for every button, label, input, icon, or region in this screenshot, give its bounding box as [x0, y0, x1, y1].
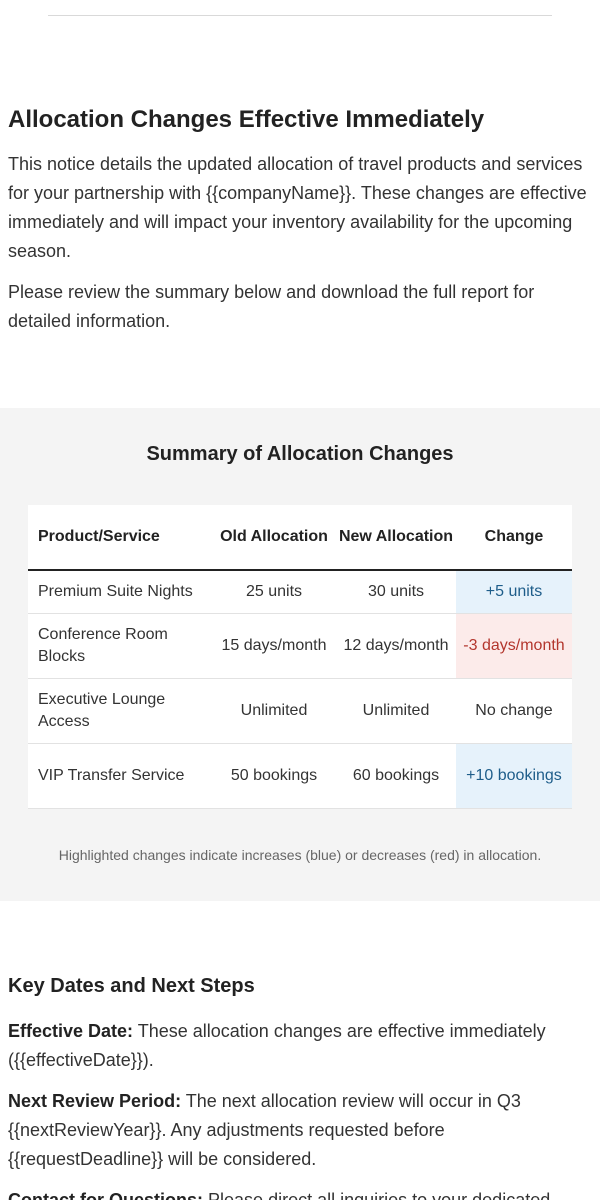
product-cell: Premium Suite Nights — [38, 583, 193, 600]
key-date-item: Effective Date: These allocation changes… — [8, 1017, 592, 1075]
product-cell: VIP Transfer Service — [38, 767, 185, 784]
product-cell: Executive Lounge Access — [38, 691, 166, 730]
table-row: Premium Suite Nights 25 units 30 units +… — [28, 571, 572, 614]
column-header-change: Change — [484, 528, 544, 545]
product-cell: Conference Room Blocks — [38, 626, 168, 665]
key-date-text: Please direct all inquiries to your dedi… — [208, 1190, 551, 1200]
change-cell: No change — [475, 702, 553, 719]
column-header-old-allocation: Old Allocation — [220, 528, 328, 545]
change-cell-increase: +10 bookings — [456, 744, 572, 808]
key-dates-heading: Key Dates and Next Steps — [8, 975, 255, 997]
table-header-row: Product/Service Old Allocation New Alloc… — [28, 505, 572, 571]
key-date-item: Contact for Questions: Please direct all… — [8, 1186, 592, 1200]
table-row: Conference Room Blocks 15 days/month 12 … — [28, 614, 572, 679]
change-cell-increase: +5 units — [456, 571, 572, 613]
intro-paragraph: This notice details the updated allocati… — [8, 154, 587, 261]
column-header-product: Product/Service — [38, 528, 160, 545]
allocation-table: Product/Service Old Allocation New Alloc… — [28, 505, 572, 809]
new-allocation-cell: Unlimited — [362, 702, 430, 719]
new-allocation-cell: 12 days/month — [343, 637, 449, 654]
key-dates-section: Key Dates and Next Steps Effective Date:… — [8, 971, 592, 1200]
old-allocation-cell: 25 units — [245, 583, 303, 600]
change-cell-decrease: -3 days/month — [456, 614, 572, 678]
key-date-text: The next allocation review will occur in… — [8, 1091, 521, 1169]
new-allocation-cell: 60 bookings — [352, 767, 440, 784]
intro-paragraph: Please review the summary below and down… — [8, 282, 535, 331]
old-allocation-cell: Unlimited — [240, 702, 308, 719]
key-date-text: These allocation changes are effective i… — [8, 1021, 546, 1070]
key-date-label: Effective Date: — [8, 1021, 134, 1041]
top-divider — [48, 15, 552, 16]
new-allocation-cell: 30 units — [367, 583, 425, 600]
intro-section: Allocation Changes Effective Immediately… — [8, 103, 592, 348]
summary-section: Summary of Allocation Changes Product/Se… — [0, 408, 600, 901]
key-date-label: Next Review Period: — [8, 1091, 182, 1111]
table-row: VIP Transfer Service 50 bookings 60 book… — [28, 744, 572, 809]
key-date-item: Next Review Period: The next allocation … — [8, 1087, 592, 1174]
table-legend-note: Highlighted changes indicate increases (… — [58, 847, 542, 863]
column-header-new-allocation: New Allocation — [338, 528, 454, 545]
old-allocation-cell: 15 days/month — [221, 637, 327, 654]
key-date-label: Contact for Questions: — [8, 1190, 204, 1200]
old-allocation-cell: 50 bookings — [230, 767, 318, 784]
page-title: Allocation Changes Effective Immediately — [8, 106, 485, 133]
table-row: Executive Lounge Access Unlimited Unlimi… — [28, 679, 572, 744]
summary-heading: Summary of Allocation Changes — [146, 443, 454, 465]
